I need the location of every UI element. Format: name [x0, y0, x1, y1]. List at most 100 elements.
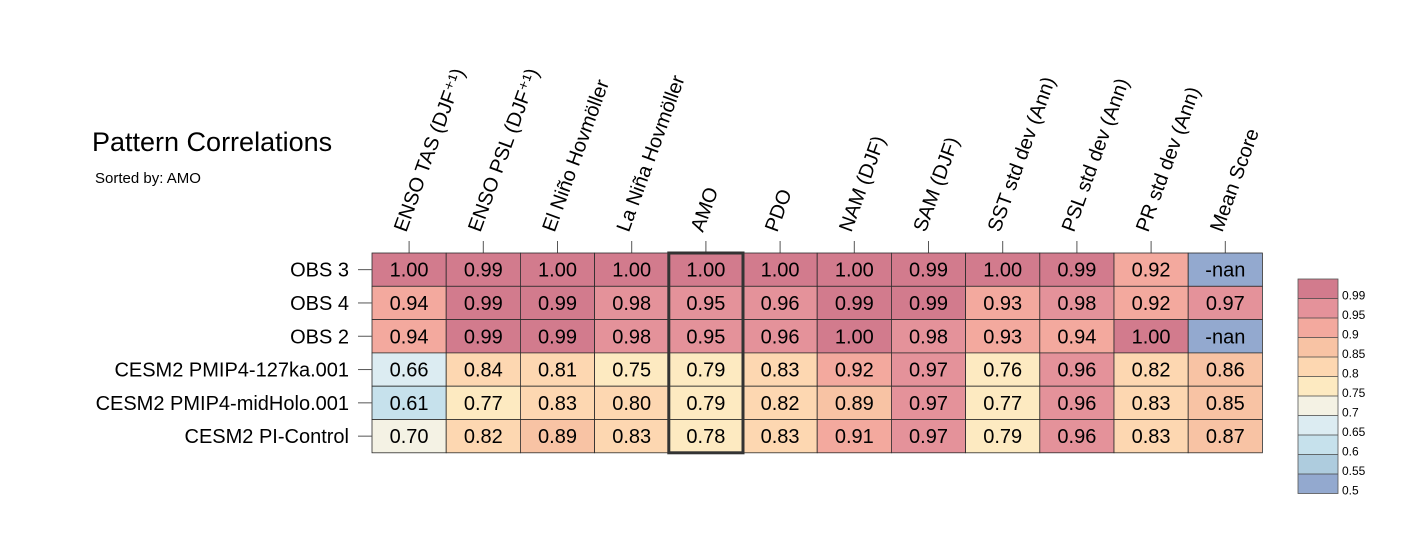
- cell-value-label: 0.83: [1132, 426, 1171, 448]
- cell-value-label: 0.94: [390, 326, 429, 348]
- colorbar-swatch: [1298, 454, 1338, 474]
- heatmap-cell: [520, 319, 596, 354]
- cell-value-label: 0.79: [983, 426, 1022, 448]
- colorbar: 0.99 0.95 0.9 0.85 0.8 0.75 0.7 0.65 0.6 0.55 0.5: [1297, 278, 1366, 498]
- colorbar-swatch: [1298, 474, 1338, 494]
- cell-value-label: 0.85: [1206, 393, 1245, 415]
- cell-value-label: 1.00: [835, 260, 874, 282]
- colorbar-label: 0.75: [1342, 386, 1366, 400]
- cell-value-label: 0.93: [983, 293, 1022, 315]
- cell-value-label: 0.96: [1057, 426, 1096, 448]
- cell-value-label: 0.89: [835, 393, 874, 415]
- colorbar-swatch: [1298, 396, 1338, 416]
- heatmap-cell: [1039, 419, 1115, 454]
- cell-value-label: 0.97: [909, 360, 948, 382]
- chart-subtitle: Sorted by: AMO: [95, 170, 201, 187]
- colorbar-swatch: [1298, 357, 1338, 377]
- cell-value-label: 0.77: [983, 393, 1022, 415]
- cell-value-label: 0.82: [1132, 360, 1171, 382]
- cell-value-label: 0.97: [909, 426, 948, 448]
- cell-value-label: 0.91: [835, 426, 874, 448]
- highlight-layer: [667, 251, 745, 455]
- heatmap-cell: [1187, 319, 1263, 354]
- colorbar-frame: [1297, 278, 1339, 494]
- cell-value-label: 0.99: [835, 293, 874, 315]
- heatmap-cell: [891, 385, 967, 420]
- heatmap-cell: [668, 352, 744, 387]
- cell-value-label: 0.78: [686, 426, 725, 448]
- heatmap-cell: [965, 285, 1041, 320]
- heatmap-cell: [1113, 285, 1189, 320]
- cell-value-label: 0.83: [1132, 393, 1171, 415]
- column-label: ENSO TAS (DJF⁺¹): [390, 66, 470, 235]
- cell-value-label: 0.82: [761, 393, 800, 415]
- heatmap-cell: [891, 352, 967, 387]
- cell-value-label: 0.89: [538, 426, 577, 448]
- cell-value-label: 1.00: [538, 260, 577, 282]
- heatmap-cell: [445, 419, 521, 454]
- column-label: Mean Score: [1206, 126, 1264, 235]
- cell-value-label: 0.92: [1132, 260, 1171, 282]
- heatmap-cell: [1039, 352, 1115, 387]
- cell-value-label: 0.98: [1057, 293, 1096, 315]
- heatmap-cell: [816, 385, 892, 420]
- cell-value-label: 0.94: [1057, 326, 1096, 348]
- column-label: AMO: [687, 184, 723, 234]
- cell-value-label: 0.96: [761, 326, 800, 348]
- cell-value-label: 0.80: [612, 393, 651, 415]
- cell-value-label: 1.00: [983, 260, 1022, 282]
- colorbar-swatch: [1298, 337, 1338, 357]
- cell-value-label: 0.98: [612, 326, 651, 348]
- cell-value-label: 0.66: [390, 360, 429, 382]
- cell-value-label: 1.00: [390, 260, 429, 282]
- heatmap-cell: [965, 385, 1041, 420]
- cell-value-label: -nan: [1205, 326, 1245, 348]
- cell-value-label: 0.61: [390, 393, 429, 415]
- column-label: La Niña Hovmöller: [613, 72, 690, 234]
- heatmap-cell: [1039, 252, 1115, 287]
- heatmap-cell: [1113, 352, 1189, 387]
- heatmap-cell: [1187, 385, 1263, 420]
- row-label: CESM2 PMIP4-midHolo.001: [96, 393, 349, 415]
- cell-value-label: 0.99: [909, 293, 948, 315]
- cell-value-label: 0.99: [1057, 260, 1096, 282]
- cell-value-label: 0.83: [761, 426, 800, 448]
- cell-value-label: 0.92: [1132, 293, 1171, 315]
- heatmap-cell: [816, 319, 892, 354]
- cell-value-label: 0.95: [686, 293, 725, 315]
- colorbar-label: 0.85: [1342, 347, 1366, 361]
- colorbar-swatch: [1298, 279, 1338, 299]
- column-label: PR std dev (Ann): [1132, 84, 1205, 235]
- row-labels: OBS 3 OBS 4 OBS 2 CESM2 PMIP4-127ka.001 CESM…: [96, 260, 372, 448]
- column-label: PSL std dev (Ann): [1058, 75, 1134, 234]
- cell-value-label: 0.70: [390, 426, 429, 448]
- heatmap-cell: [742, 319, 818, 354]
- heatmap-cell: [742, 252, 818, 287]
- cell-value-label: 0.99: [909, 260, 948, 282]
- heatmap-cell: [891, 319, 967, 354]
- cell-value-label: 1.00: [835, 326, 874, 348]
- heatmap-cell: [816, 352, 892, 387]
- colorbar-label: 0.5: [1342, 484, 1359, 498]
- cell-value-label: 0.79: [686, 393, 725, 415]
- cell-value-label: 0.77: [464, 393, 503, 415]
- heatmap-cell: [965, 419, 1041, 454]
- cell-value-label: 0.96: [1057, 393, 1096, 415]
- cell-value-label: 1.00: [612, 260, 651, 282]
- cell-value-label: 0.87: [1206, 426, 1245, 448]
- cell-value-label: 0.76: [983, 360, 1022, 382]
- cell-value-label: 0.99: [538, 326, 577, 348]
- cell-value-label: 0.97: [909, 393, 948, 415]
- cell-value-label: 0.98: [612, 293, 651, 315]
- cell-value-label: 0.84: [464, 360, 503, 382]
- heatmap-cell: [965, 319, 1041, 354]
- heatmap-cell: [445, 285, 521, 320]
- heatmap-cell: [371, 285, 447, 320]
- row-label: CESM2 PI-Control: [185, 426, 350, 448]
- row-label: CESM2 PMIP4-127ka.001: [114, 360, 349, 382]
- colorbar-swatch: [1298, 435, 1338, 455]
- heatmap-cell: [520, 385, 596, 420]
- row-label: OBS 3: [290, 260, 349, 282]
- colorbar-swatch: [1298, 298, 1338, 318]
